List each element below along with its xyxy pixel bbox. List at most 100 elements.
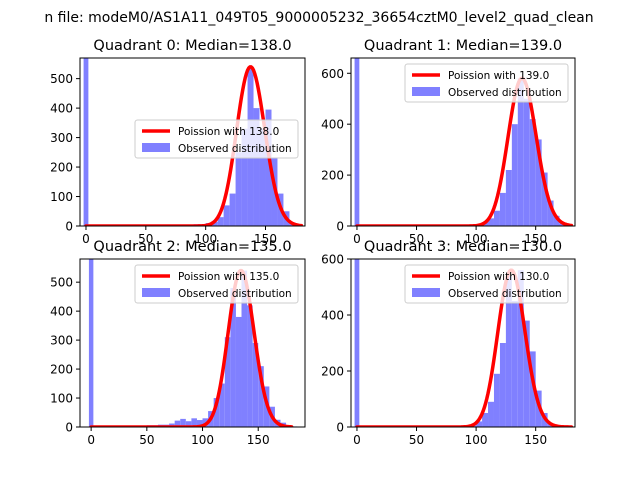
histogram-bar (258, 366, 264, 427)
legend: Poission with 139.0 Observed distribution (404, 63, 569, 103)
axes-frame (350, 258, 576, 428)
histogram-bar (529, 351, 536, 427)
plot-area (88, 259, 298, 427)
histogram-bar (354, 58, 360, 226)
histogram-bar (230, 287, 236, 427)
y-tick-label: 400 (50, 102, 73, 116)
legend-label-poisson: Poission with 130.0 (448, 271, 549, 283)
histogram-bar (191, 418, 197, 427)
legend-box (134, 264, 299, 304)
legend-box (404, 264, 569, 304)
x-tick-label: 150 (524, 433, 547, 447)
x-tick-label: 50 (139, 433, 154, 447)
histogram-bar (252, 343, 259, 427)
histogram-bar (259, 128, 266, 226)
axes-frame (350, 57, 576, 227)
histogram-bar (541, 172, 548, 226)
x-tick-label: 150 (524, 232, 547, 246)
histogram-bar (499, 192, 506, 226)
histogram-bar (529, 119, 536, 226)
histogram-bar (241, 270, 248, 427)
histogram-bar (211, 221, 218, 226)
y-tick-label: 200 (321, 169, 344, 183)
y-tick-label: 0 (336, 220, 344, 234)
histogram-bar (217, 217, 224, 226)
legend: Poission with 130.0 Observed distribution (404, 264, 569, 304)
legend-label-observed: Observed distribution (178, 288, 292, 300)
x-tick-label: 100 (465, 232, 488, 246)
histogram-bar (247, 305, 253, 427)
y-tick-label: 100 (50, 190, 73, 204)
histogram-bar (219, 383, 225, 427)
x-tick-label: 100 (191, 433, 214, 447)
subplot-quadrant-3: 0 50 100 150 0 200 400 600 Quadrant 3: Median=13… (321, 239, 576, 447)
legend-box (404, 63, 569, 103)
histogram-bar (553, 215, 560, 226)
legend-label-poisson: Poission with 135.0 (178, 271, 279, 283)
histogram-bar (511, 124, 518, 226)
histogram-bar (235, 316, 242, 427)
x-tick-label: 100 (465, 433, 488, 447)
legend-label-poisson: Poission with 139.0 (448, 70, 549, 82)
subplot-title: Quadrant 3: Median=130.0 (364, 239, 562, 255)
y-tick-label: 300 (50, 334, 73, 348)
y-tick-label: 200 (50, 363, 73, 377)
histogram-bar (493, 373, 500, 427)
histogram-bar (174, 420, 181, 427)
y-tick-label: 200 (321, 365, 344, 379)
histogram-bar (547, 200, 554, 226)
histogram-bar (505, 275, 512, 427)
figure-suptitle: n file: modeM0/AS1A11_049T05_9000005232_… (44, 10, 593, 26)
legend-label-poisson: Poission with 138.0 (178, 126, 279, 138)
histogram-bar (493, 210, 500, 226)
axes-frame (79, 57, 306, 227)
y-tick-label: 0 (65, 421, 73, 435)
histogram-bar (523, 98, 530, 226)
histogram-bar (505, 170, 512, 226)
axes-frame (79, 258, 306, 428)
y-tick-label: 400 (50, 305, 73, 319)
y-tick-label: 200 (50, 161, 73, 175)
y-tick-label: 600 (321, 67, 344, 81)
x-tick-label: 50 (409, 433, 424, 447)
y-tick-label: 500 (50, 276, 73, 290)
subplot-quadrant-1: 0 50 100 150 0 200 400 600 Quadrant 1: Median=13… (321, 38, 576, 246)
histogram-bar (488, 401, 494, 427)
x-tick-label: 100 (194, 232, 217, 246)
x-tick-label: 0 (82, 232, 90, 246)
histogram-bar (535, 139, 542, 226)
histogram-bar (499, 343, 506, 427)
subplot-quadrant-0: 0 50 100 150 0 100 200 300 400 500 Quadrant 0: Med… (50, 38, 306, 246)
y-tick-label: 400 (321, 118, 344, 132)
legend-label-observed: Observed distribution (448, 87, 562, 99)
histogram-bar (517, 78, 524, 226)
y-tick-label: 400 (321, 309, 344, 323)
histogram-bar (241, 128, 248, 226)
histogram-bar (224, 337, 231, 427)
subplot-title: Quadrant 0: Median=138.0 (93, 38, 291, 54)
x-tick-label: 0 (87, 433, 95, 447)
histogram-bar (235, 152, 242, 226)
legend-swatch-observed (412, 288, 440, 297)
legend: Poission with 135.0 Observed distribution (134, 264, 299, 304)
plot-area (354, 259, 574, 427)
y-tick-label: 600 (321, 253, 344, 267)
histogram-bar (523, 320, 530, 427)
legend-swatch-observed (412, 87, 440, 96)
histogram-bar (83, 58, 89, 226)
x-tick-label: 150 (254, 232, 277, 246)
histogram-bar (517, 270, 524, 427)
y-tick-label: 100 (50, 392, 73, 406)
y-tick-label: 300 (50, 131, 73, 145)
legend-swatch-observed (142, 143, 170, 152)
x-tick-label: 50 (409, 232, 424, 246)
histogram-bar (229, 193, 236, 226)
y-tick-label: 500 (50, 72, 73, 86)
legend-label-observed: Observed distribution (448, 288, 562, 300)
histogram-bar (482, 413, 489, 427)
legend-swatch-observed (142, 288, 170, 297)
legend-box (134, 119, 299, 159)
histogram-bar (265, 109, 272, 226)
